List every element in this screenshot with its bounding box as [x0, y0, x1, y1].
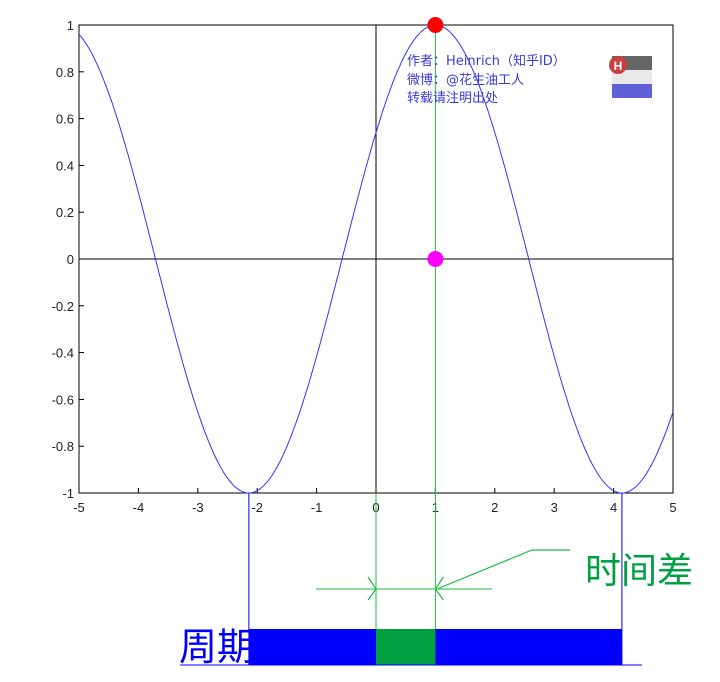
watermark-line2: 微博：@花生油工人: [407, 72, 524, 88]
watermark-line3: 转载请注明出处: [407, 91, 498, 106]
y-tick-label: -0.6: [52, 392, 74, 407]
x-tick-label: 3: [551, 500, 558, 515]
y-tick-label: -0.8: [52, 439, 74, 454]
y-tick-label: -1: [62, 486, 74, 501]
dimension-arrows: [367, 576, 444, 601]
x-tick-label: -1: [311, 500, 323, 515]
x-tick-label: -4: [133, 500, 145, 515]
time-diff-bar: [376, 629, 436, 665]
y-tick-label: -0.4: [52, 346, 74, 361]
y-tick-label: 0.4: [56, 158, 74, 173]
period-bar: [248, 629, 622, 665]
watermark-logo: H: [609, 56, 652, 98]
y-tick-label: 0: [67, 252, 74, 267]
y-tick-label: 0.2: [56, 205, 74, 220]
y-tick-label: -0.2: [52, 299, 74, 314]
x-tick-label: -3: [192, 500, 204, 515]
x-tick-label: 2: [491, 500, 498, 515]
y-tick-label: 0.6: [56, 112, 74, 127]
time-diff-label: 时间差: [585, 551, 693, 592]
x-tick-label: -2: [251, 500, 263, 515]
y-tick-label: 0.8: [56, 65, 74, 80]
point-peak: [427, 17, 444, 33]
point-zero: [427, 251, 444, 267]
watermark-line1: 作者：Heinrich（知乎ID）: [407, 53, 566, 69]
x-tick-label: 4: [610, 500, 617, 515]
x-tick-label: -5: [73, 500, 85, 515]
period-label: 周期: [179, 625, 255, 669]
y-tick-label: 1: [67, 18, 74, 33]
x-tick-label: 5: [669, 500, 676, 515]
watermark: 作者：Heinrich（知乎ID） 微博：@花生油工人 转载请注明出处 H: [407, 53, 652, 106]
leader-line: [436, 549, 570, 590]
annotations: 周期 时间差: [179, 493, 693, 669]
logo-letter: H: [614, 59, 623, 73]
series-line-cos: [78, 24, 674, 494]
